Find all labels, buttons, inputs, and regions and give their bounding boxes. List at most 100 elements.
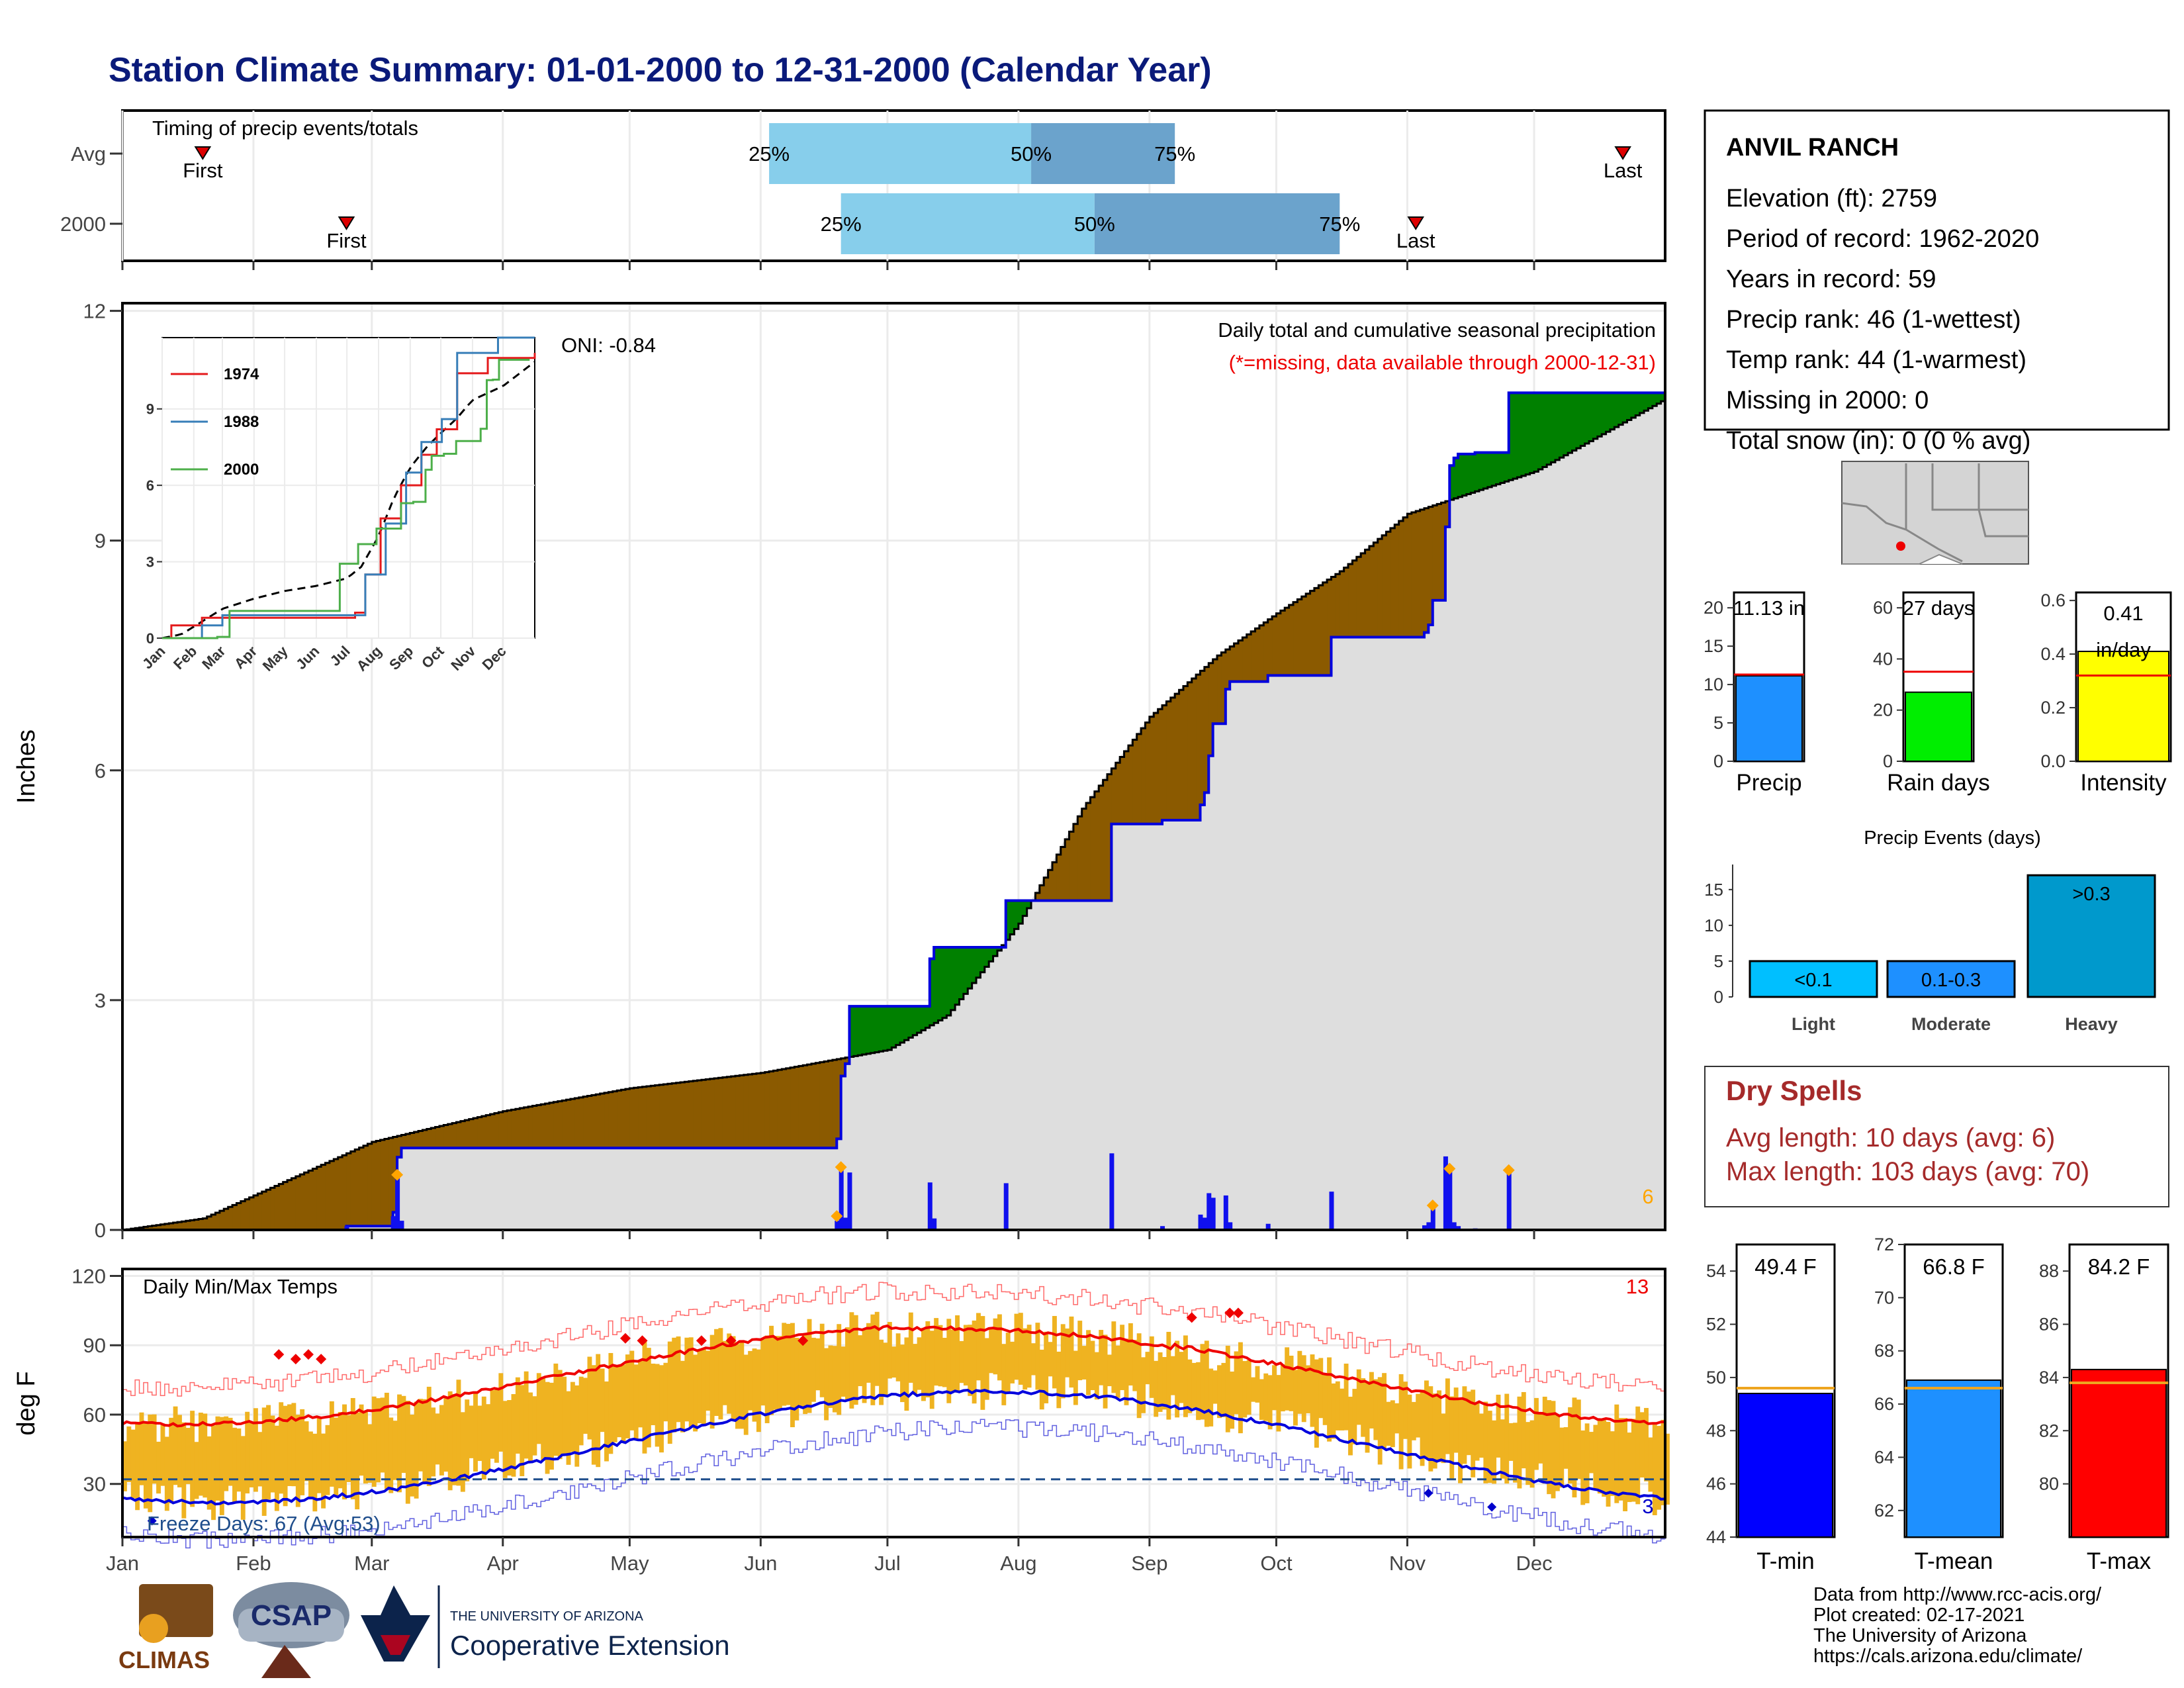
summary-bar-chart: 0.0 0.2 0.4 0.6 0.41 in/day Intensity — [2040, 590, 2172, 796]
daily-temp-range-bar — [232, 1427, 237, 1504]
daily-temp-range-bar — [837, 1324, 842, 1415]
precip-departure-fill — [1361, 553, 1366, 637]
precip-departure-fill — [819, 1062, 825, 1149]
precip-departure-fill — [925, 1006, 931, 1028]
precip-departure-fill — [1483, 452, 1488, 489]
precip-departure-fill — [1259, 625, 1264, 682]
daily-temp-range-bar — [1517, 1396, 1522, 1489]
daily-temp-range-bar — [688, 1337, 694, 1428]
daily-temp-range-bar — [1158, 1352, 1163, 1412]
timing-iqr-low-bar — [841, 193, 1095, 254]
daily-temp-range-bar — [1060, 1324, 1066, 1399]
daily-precip-bar — [927, 1182, 933, 1230]
precip-departure-fill — [405, 1133, 410, 1149]
temp-summary-value: 66.8 F — [1923, 1254, 1985, 1279]
precip-departure-fill — [1225, 649, 1230, 690]
precip-departure-fill — [1293, 602, 1298, 676]
precip-departure-fill — [1263, 622, 1269, 682]
daily-temp-range-bar — [1136, 1333, 1142, 1419]
daily-temp-range-bar — [190, 1411, 195, 1507]
tick-label: 84 — [2039, 1368, 2059, 1387]
page-title: Station Climate Summary: 01-01-2000 to 1… — [109, 51, 1212, 89]
precip-departure-fill — [566, 1100, 571, 1149]
station-info-line: Period of record: 1962-2020 — [1726, 225, 2039, 253]
precip-departure-fill — [1200, 671, 1205, 805]
precip-departure-fill — [1044, 877, 1049, 901]
daily-temp-range-bar — [1623, 1418, 1628, 1512]
precip-departure-fill — [367, 1143, 373, 1227]
precip-event-bar — [1886, 960, 2016, 998]
daily-temp-range-bar — [1267, 1375, 1273, 1430]
daily-precip-bar — [1109, 1153, 1115, 1230]
daily-temp-range-bar — [338, 1412, 343, 1489]
normal-area — [122, 399, 1665, 1230]
csap-mountain — [261, 1645, 311, 1678]
precip-departure-fill — [934, 947, 939, 1023]
precip-departure-fill — [841, 1058, 846, 1076]
precip-departure-fill — [1175, 694, 1180, 820]
daily-temp-range-bar — [824, 1348, 829, 1421]
precip-departure-fill — [1441, 502, 1446, 600]
tick-label: 46 — [1706, 1474, 1726, 1494]
daily-temp-range-bar — [1301, 1355, 1306, 1423]
precip-departure-fill — [266, 1190, 271, 1230]
precip-departure-fill — [1462, 453, 1467, 496]
dry-spells-avg: Avg length: 10 days (avg: 6) — [1726, 1123, 2055, 1152]
timing-panel: Timing of precip events/totals Avg 25% 50% 7… — [60, 109, 1666, 270]
daily-temp-range-bar — [1039, 1349, 1044, 1410]
precip-departure-fill — [473, 1118, 478, 1149]
precip-departure-fill — [752, 1074, 757, 1149]
daily-temp-range-bar — [718, 1328, 723, 1420]
daily-temp-range-bar — [1314, 1359, 1319, 1448]
precip-departure-fill — [1073, 823, 1078, 901]
precip-departure-fill — [287, 1180, 293, 1230]
tick-label: 15 — [1704, 636, 1723, 656]
precip-departure-fill — [693, 1080, 698, 1149]
daily-temp-range-bar — [815, 1338, 821, 1391]
precip-departure-fill — [338, 1157, 343, 1230]
y-tick-label: 9 — [95, 530, 106, 553]
precip-departure-fill — [1285, 608, 1290, 676]
precip-departure-fill — [1348, 564, 1353, 637]
daily-temp-range-bar — [300, 1409, 305, 1495]
precip-departure-fill — [824, 1061, 829, 1149]
precip-departure-fill — [410, 1133, 415, 1149]
daily-temp-range-bar — [1090, 1340, 1095, 1391]
precip-departure-fill — [1407, 514, 1412, 637]
precip-departure-fill — [1627, 393, 1632, 420]
timing-iqr-low-bar — [769, 123, 1032, 184]
precip-departure-fill — [460, 1121, 465, 1149]
precip-departure-fill — [1602, 393, 1607, 434]
precip-departure-fill — [714, 1078, 719, 1149]
precip-departure-fill — [929, 959, 934, 1025]
daily-temp-range-bar — [1318, 1358, 1324, 1419]
precip-departure-fill — [1589, 393, 1594, 442]
daily-temp-range-bar — [739, 1342, 745, 1429]
tick-label: 48 — [1706, 1421, 1726, 1440]
daily-temp-range-bar — [1005, 1333, 1011, 1394]
daily-temp-range-bar — [803, 1335, 808, 1415]
daily-temp-range-bar — [1031, 1343, 1036, 1376]
daily-temp-range-bar — [1056, 1351, 1062, 1409]
precip-event-bar — [2026, 874, 2156, 998]
station-name: ANVIL RANCH — [1726, 134, 1899, 162]
precip-departure-fill — [625, 1089, 630, 1149]
temp-summary-chart: 80 82 84 86 88 84.2 F T-max — [2039, 1243, 2169, 1574]
daily-temp-range-bar — [156, 1441, 161, 1494]
precip-departure-fill — [401, 1135, 406, 1149]
daily-temp-range-bar — [1340, 1388, 1345, 1430]
daily-temp-range-bar — [148, 1414, 153, 1513]
daily-precip-bar — [344, 1226, 349, 1230]
precip-departure-fill — [1115, 763, 1120, 824]
daily-temp-range-bar — [980, 1316, 985, 1410]
daily-temp-range-bar — [245, 1411, 250, 1494]
daily-temp-range-bar — [431, 1407, 436, 1477]
daily-temp-range-bar — [274, 1425, 279, 1511]
precip-departure-fill — [414, 1132, 419, 1149]
daily-temp-range-bar — [591, 1365, 596, 1465]
temp-summary-bar — [1738, 1393, 1833, 1538]
summary-bar — [2077, 651, 2169, 762]
precip-departure-fill — [169, 1223, 174, 1230]
precip-departure-fill — [371, 1141, 377, 1227]
precip-departure-fill — [1191, 678, 1197, 820]
